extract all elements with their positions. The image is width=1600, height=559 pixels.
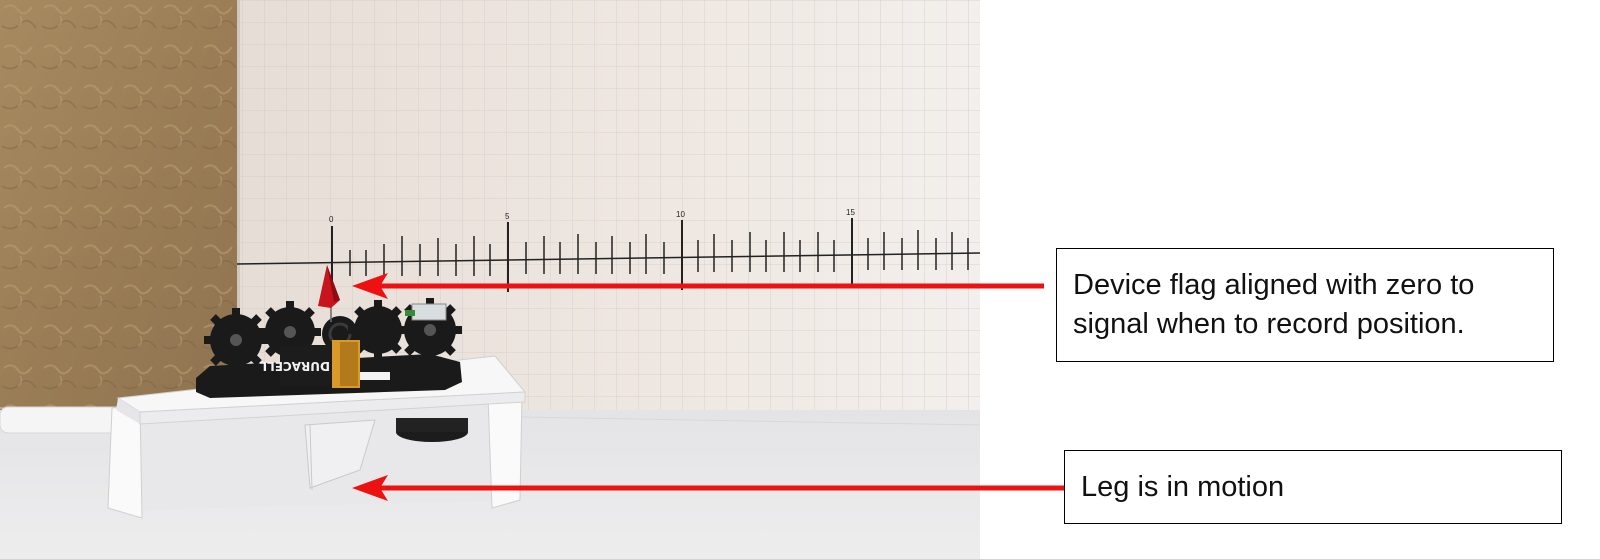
battery: DURACELL	[259, 340, 360, 388]
callout-leg-text: Leg is in motion	[1081, 470, 1285, 503]
callout-flag-aligned: Device flag aligned with zero to signal …	[1056, 248, 1554, 362]
grid-backdrop	[237, 0, 980, 440]
device-photo: Ensure inc	[0, 0, 980, 559]
scale-label-0: 0	[329, 215, 334, 224]
scale-ruler: 0 5 10 15	[236, 208, 980, 292]
scale-label-15: 15	[846, 208, 855, 217]
callout-leg-motion: Leg is in motion	[1064, 450, 1562, 524]
scale-label-5: 5	[505, 212, 510, 221]
scale-label-10: 10	[676, 210, 685, 219]
battery-label: DURACELL	[259, 359, 330, 373]
callout-flag-text: Device flag aligned with zero to signal …	[1073, 269, 1475, 340]
device-flag	[318, 265, 340, 322]
stucco-wall	[0, 0, 245, 420]
